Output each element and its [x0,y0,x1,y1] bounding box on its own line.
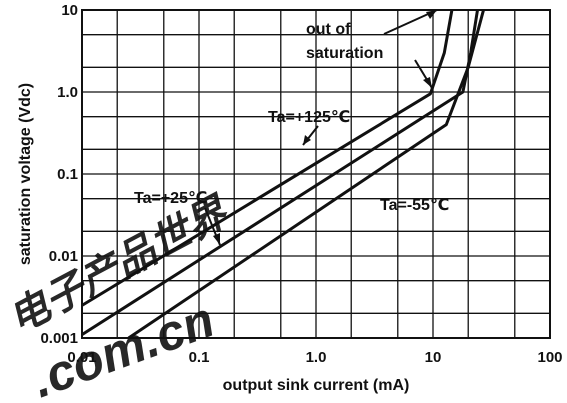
y-tick-label: 0.001 [40,330,78,347]
arrowhead-out-of [426,10,437,19]
y-tick-label: 0.1 [57,166,78,183]
y-tick-label: 1.0 [57,84,78,101]
x-tick-label: 0.1 [189,349,210,366]
y-axis-title: saturation voltage (Vdc) [17,83,34,265]
series-label-125: Ta=+125℃ [268,109,350,126]
annotation-arrows [204,9,438,246]
series-curve-1 [81,9,454,307]
series-label-minus55: Ta=-55℃ [380,197,449,214]
x-tick-label: 0.01 [67,349,96,366]
y-tick-label: 10 [61,2,78,19]
arrowhead-125 [303,135,311,145]
x-tick-label: 100 [537,349,562,366]
series-label-25: Ta=+25℃ [134,190,207,207]
x-tick-label: 10 [425,349,442,366]
arrowhead-saturation [423,77,432,88]
y-tick-label: 0.01 [49,248,78,265]
arrowhead-25 [213,233,220,245]
x-tick-label: 1.0 [306,349,327,366]
tick-labels: 0.01 0.1 1.0 10 100 0.001 0.01 0.1 1.0 10 [40,2,562,366]
x-axis-title: output sink current (mA) [223,377,410,394]
annotation-saturation: saturation [306,45,383,62]
plot-frame [81,9,551,339]
grid-lines [82,10,550,338]
annotation-out-of: out of [306,21,351,38]
series-curve-3 [127,9,485,340]
series-curves [81,9,485,340]
